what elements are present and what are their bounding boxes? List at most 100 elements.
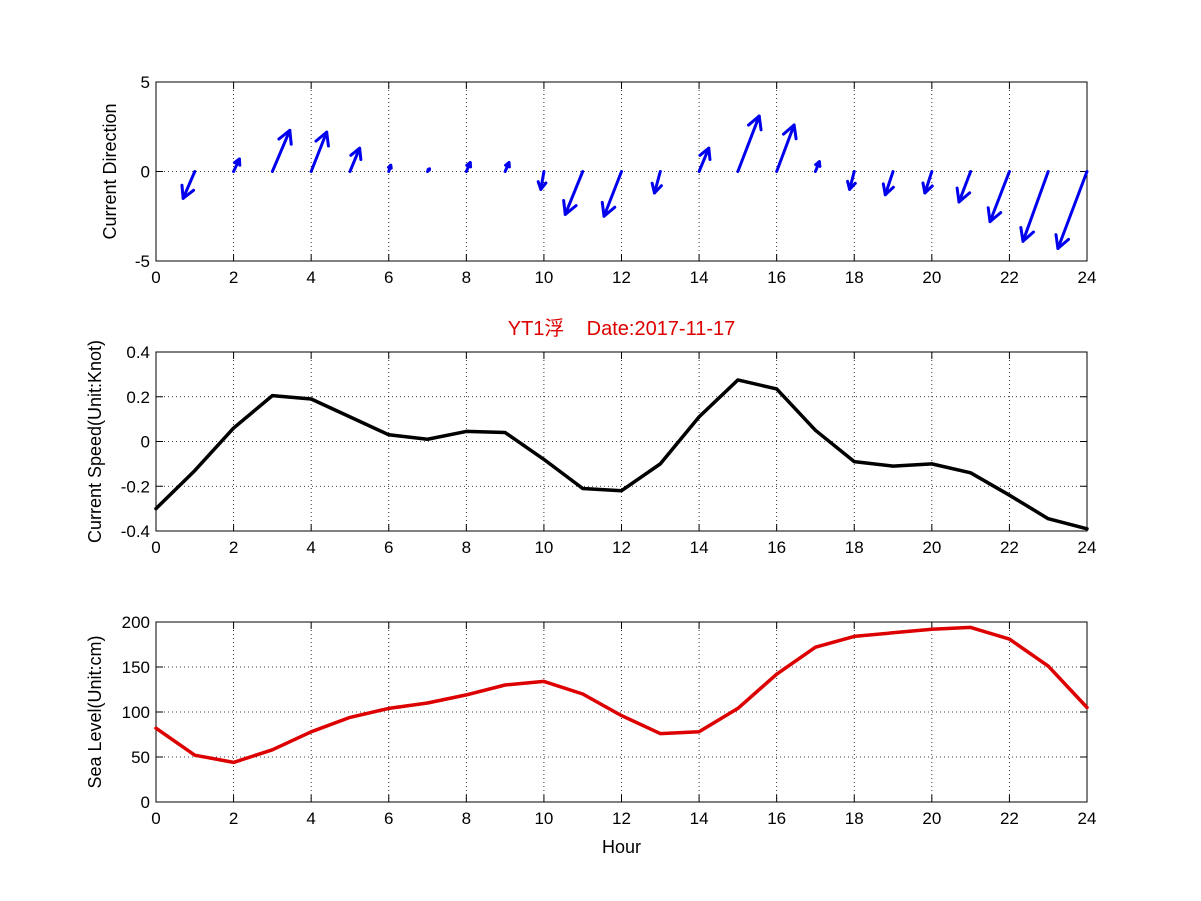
chart-2-data-point — [736, 378, 740, 382]
chart-1-ytick-label: 5 — [141, 73, 150, 92]
chart-3-data-point — [426, 701, 430, 705]
chart-2-data-point — [852, 460, 856, 464]
chart-2-xtick-label: 8 — [462, 538, 471, 557]
chart-2-ytick-label: 0.4 — [126, 343, 150, 362]
arrow — [387, 163, 393, 173]
chart-2-data-point — [891, 464, 895, 468]
chart-3-data-point — [1085, 706, 1089, 709]
arrow-shaft — [736, 114, 761, 173]
arrow-shaft — [652, 170, 662, 195]
chart-3-xtick-label: 20 — [922, 809, 941, 828]
chart-3-data-point — [232, 760, 236, 764]
chart-2-data-point — [775, 387, 779, 391]
chart-1-axes: 0 2 4 6 8 10 12 14 16 18 20 22 24-505 — [135, 73, 1097, 287]
chart-2-xtick-label: 14 — [690, 538, 709, 557]
chart-1-xtick-label: 22 — [1000, 268, 1019, 287]
arrow-shaft — [563, 170, 585, 216]
arrow-shaft — [181, 170, 197, 200]
arrow-shaft — [775, 123, 796, 173]
chart-2-data-point — [426, 437, 430, 441]
chart-3-data-point — [697, 730, 701, 734]
arrow — [270, 128, 293, 173]
arrow-head — [782, 123, 798, 141]
chart-1-xtick-label: 4 — [306, 268, 315, 287]
arrow-head — [986, 206, 1003, 224]
arrow-shaft — [957, 170, 973, 204]
chart-3-xtick-label: 14 — [690, 809, 709, 828]
arrow — [736, 114, 763, 173]
chart-3-data-point — [775, 672, 779, 676]
arrow — [464, 161, 473, 173]
chart-3-data-point — [464, 693, 468, 697]
current-speed-chart: YT1浮 Date:2017-11-17 Current Speed(Unit:… — [85, 317, 1096, 557]
chart-2-xtick-label: 2 — [229, 538, 238, 557]
arrow-head — [650, 181, 663, 195]
arrow — [309, 130, 330, 173]
chart-2-data-point — [193, 469, 197, 473]
arrow-shaft — [602, 170, 623, 218]
chart-1-xtick-label: 14 — [690, 268, 709, 287]
arrow-shaft — [270, 128, 292, 173]
arrow — [921, 170, 934, 195]
chart-1-ytick-label: 0 — [141, 163, 150, 182]
sea-level-chart: Sea Level(Unit:cm) Hour 0 2 4 6 8 10 12 14 16 18 2… — [85, 613, 1096, 857]
chart-3-data-point — [813, 645, 817, 649]
arrow-head — [504, 161, 511, 169]
arrow-head — [881, 182, 895, 197]
chart-3-ytick-label: 50 — [131, 748, 150, 767]
arrow-head — [698, 146, 712, 162]
arrow — [775, 123, 798, 173]
chart-3-xlabel: Hour — [602, 837, 641, 857]
chart-2-data-point — [1046, 517, 1050, 521]
chart-1-xtick-label: 18 — [845, 268, 864, 287]
arrow — [955, 170, 973, 204]
chart-2-xtick-label: 10 — [534, 538, 553, 557]
arrow-head — [232, 157, 242, 167]
chart-2-xtick-label: 12 — [612, 538, 631, 557]
chart-3-data-point — [348, 715, 352, 719]
chart-1-xtick-label: 20 — [922, 268, 941, 287]
chart-2-ylabel: Current Speed(Unit:Knot) — [85, 340, 105, 543]
chart-3-xtick-label: 16 — [767, 809, 786, 828]
chart-2-xtick-label: 22 — [1000, 538, 1019, 557]
chart-2-ytick-label: 0 — [141, 433, 150, 452]
chart-2-data-point — [697, 415, 701, 419]
arrow-head — [921, 181, 934, 195]
chart-1-xtick-label: 10 — [534, 268, 553, 287]
chart-2-xtick-label: 20 — [922, 538, 941, 557]
chart-2-data-point — [503, 431, 507, 435]
chart-3-marks — [154, 625, 1089, 765]
chart-2-data-point — [620, 489, 623, 493]
chart-3-xtick-label: 12 — [612, 809, 631, 828]
chart-2-data-point — [969, 471, 973, 475]
chart-2-ytick-label: -0.4 — [121, 522, 150, 541]
chart-2-data-point — [387, 433, 391, 437]
chart-2-data-point — [930, 462, 934, 466]
arrow-head — [277, 128, 293, 146]
chart-2-xtick-label: 6 — [384, 538, 393, 557]
chart-2-data-point — [232, 426, 236, 430]
chart-3-xtick-label: 18 — [845, 809, 864, 828]
arrow-head — [536, 180, 548, 191]
arrow-shaft — [1056, 170, 1089, 250]
arrow — [600, 170, 623, 218]
arrow-head — [747, 114, 763, 132]
arrow — [562, 170, 585, 216]
arrow-shaft — [988, 170, 1011, 224]
chart-1-ylabel: Current Direction — [100, 103, 120, 239]
chart-2-data-point — [658, 462, 662, 466]
chart-3-ytick-label: 100 — [122, 703, 150, 722]
arrow — [232, 157, 242, 173]
chart-1-marks — [180, 114, 1089, 250]
arrow — [697, 146, 712, 173]
chart-3-ylabel: Sea Level(Unit:cm) — [85, 635, 105, 788]
chart-1-xtick-label: 6 — [384, 268, 393, 287]
arrow — [180, 170, 197, 200]
arrow — [348, 146, 363, 173]
chart-2-data-point — [542, 457, 546, 461]
chart-1-xtick-label: 0 — [151, 268, 160, 287]
chart-3-data-point — [1046, 664, 1050, 668]
chart-1-ytick-label: -5 — [135, 252, 150, 271]
arrow — [1019, 170, 1050, 243]
